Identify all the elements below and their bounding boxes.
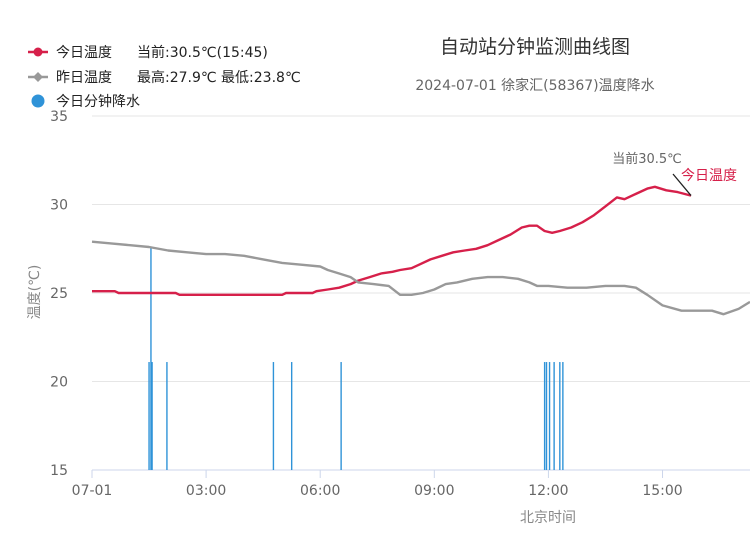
legend-yesterday-marker-icon (33, 72, 43, 82)
y-tick-label: 25 (50, 286, 68, 302)
series-lines (91, 185, 750, 316)
current-value-annotation: 当前30.5℃ 今日温度 (612, 151, 737, 197)
x-axis: 07-01 03:00 06:00 09:00 12:00 15:00 (72, 469, 750, 499)
legend-item-today[interactable]: 今日温度 当前:30.5℃(15:45) (28, 44, 268, 61)
chart-subtitle: 2024-07-01 徐家汇(58367)温度降水 (415, 77, 654, 94)
legend-rain-label: 今日分钟降水 (56, 93, 140, 110)
x-tick-label: 15:00 (642, 483, 682, 499)
y-axis-title: 温度(℃) (27, 265, 43, 320)
x-tick-label: 09:00 (414, 483, 454, 499)
x-tick-label: 06:00 (300, 483, 340, 499)
chart-title: 自动站分钟监测曲线图 (440, 36, 630, 58)
legend-item-rain[interactable]: 今日分钟降水 (31, 93, 141, 110)
legend[interactable]: 今日温度 当前:30.5℃(15:45) 昨日温度 最高:27.9℃ 最低:23… (28, 44, 301, 110)
y-tick-label: 30 (50, 198, 68, 214)
legend-today-stats: 当前:30.5℃(15:45) (137, 44, 268, 61)
legend-yesterday-stats: 最高:27.9℃ 最低:23.8℃ (137, 69, 301, 86)
y-axis-ticks: 15 20 25 30 35 (50, 109, 68, 479)
rain-bars (148, 246, 564, 470)
annotation-series-label: 今日温度 (681, 168, 737, 184)
x-tick-label: 03:00 (186, 483, 226, 499)
legend-today-label: 今日温度 (56, 45, 112, 61)
gridlines (92, 115, 750, 382)
y-tick-label: 35 (50, 109, 68, 125)
y-tick-label: 20 (50, 375, 68, 391)
yesterday-temperature-line (91, 240, 750, 316)
annotation-current-text: 当前30.5℃ (612, 151, 682, 167)
legend-rain-marker-icon (31, 94, 45, 108)
annotation-pointer (672, 173, 692, 197)
x-tick-label: 12:00 (528, 483, 568, 499)
legend-today-marker-icon (33, 47, 43, 57)
today-temperature-line (92, 185, 692, 296)
legend-item-yesterday[interactable]: 昨日温度 最高:27.9℃ 最低:23.8℃ (28, 69, 301, 86)
y-tick-label: 15 (50, 463, 68, 479)
legend-yesterday-label: 昨日温度 (56, 70, 112, 86)
x-axis-title: 北京时间 (520, 510, 576, 526)
x-tick-label: 07-01 (72, 483, 113, 499)
